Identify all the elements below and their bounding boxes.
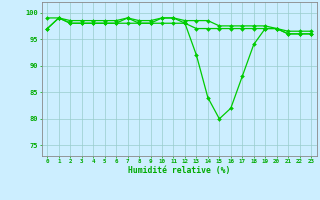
X-axis label: Humidité relative (%): Humidité relative (%)	[128, 166, 230, 175]
